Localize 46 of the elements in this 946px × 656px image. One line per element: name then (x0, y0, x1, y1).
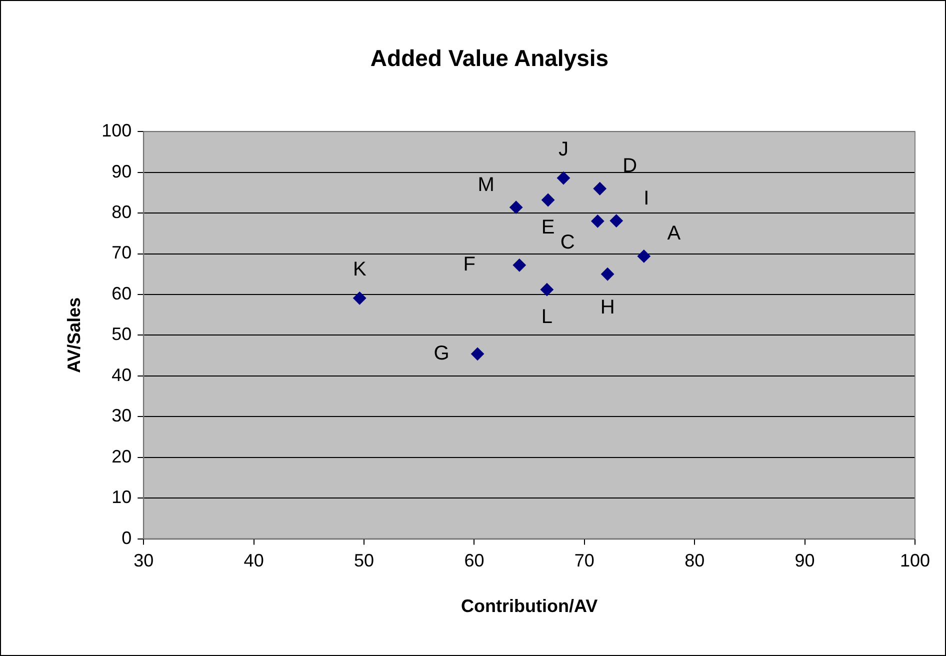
annotation: A (667, 222, 682, 245)
y-tick-label: 10 (112, 487, 132, 508)
y-tick-label: 0 (122, 528, 132, 548)
annotation: H (600, 296, 615, 319)
point (353, 292, 366, 305)
annotation: M (478, 174, 494, 196)
y-tick-label: 20 (112, 446, 132, 466)
x-axis-title: Contribution/AV (460, 596, 598, 616)
point (542, 194, 555, 207)
x-tick-label: 80 (684, 550, 705, 571)
annotation: F (463, 254, 476, 276)
annotation: G (434, 342, 450, 364)
point (637, 250, 650, 263)
point (471, 347, 484, 360)
x-tick-label: 90 (794, 550, 815, 571)
point (593, 182, 606, 196)
x-tick-label: 60 (464, 550, 484, 571)
point (540, 283, 554, 296)
y-tick-label: 90 (112, 161, 132, 182)
point (510, 200, 523, 214)
y-tick-label: 100 (102, 120, 132, 141)
x-tick-label: 100 (900, 550, 930, 571)
x-tick-label: 40 (244, 550, 264, 571)
point (556, 172, 570, 185)
y-tick-label: 50 (112, 324, 132, 344)
x-tick-label: 30 (134, 550, 154, 571)
point (610, 214, 623, 228)
y-tick-label: 80 (112, 202, 132, 222)
annotation: C (560, 232, 575, 254)
x-tick-label: 50 (354, 550, 374, 571)
x-tick-label: 70 (574, 550, 594, 571)
y-axis-title: AV/Sales (64, 297, 84, 374)
y-tick-label: 40 (112, 364, 132, 385)
y-tick-label: 30 (112, 406, 132, 426)
annotation: I (644, 187, 650, 210)
point (512, 258, 526, 272)
point (591, 214, 604, 228)
chart-title: Added Value Analysis (370, 45, 609, 72)
y-tick-label: 60 (112, 283, 132, 304)
annotation: L (541, 306, 553, 328)
annotation: K (352, 258, 367, 281)
annotation: J (558, 138, 568, 161)
point (601, 268, 614, 281)
annotation: D (622, 155, 638, 178)
y-tick-label: 70 (112, 242, 132, 263)
annotation: E (541, 216, 555, 239)
